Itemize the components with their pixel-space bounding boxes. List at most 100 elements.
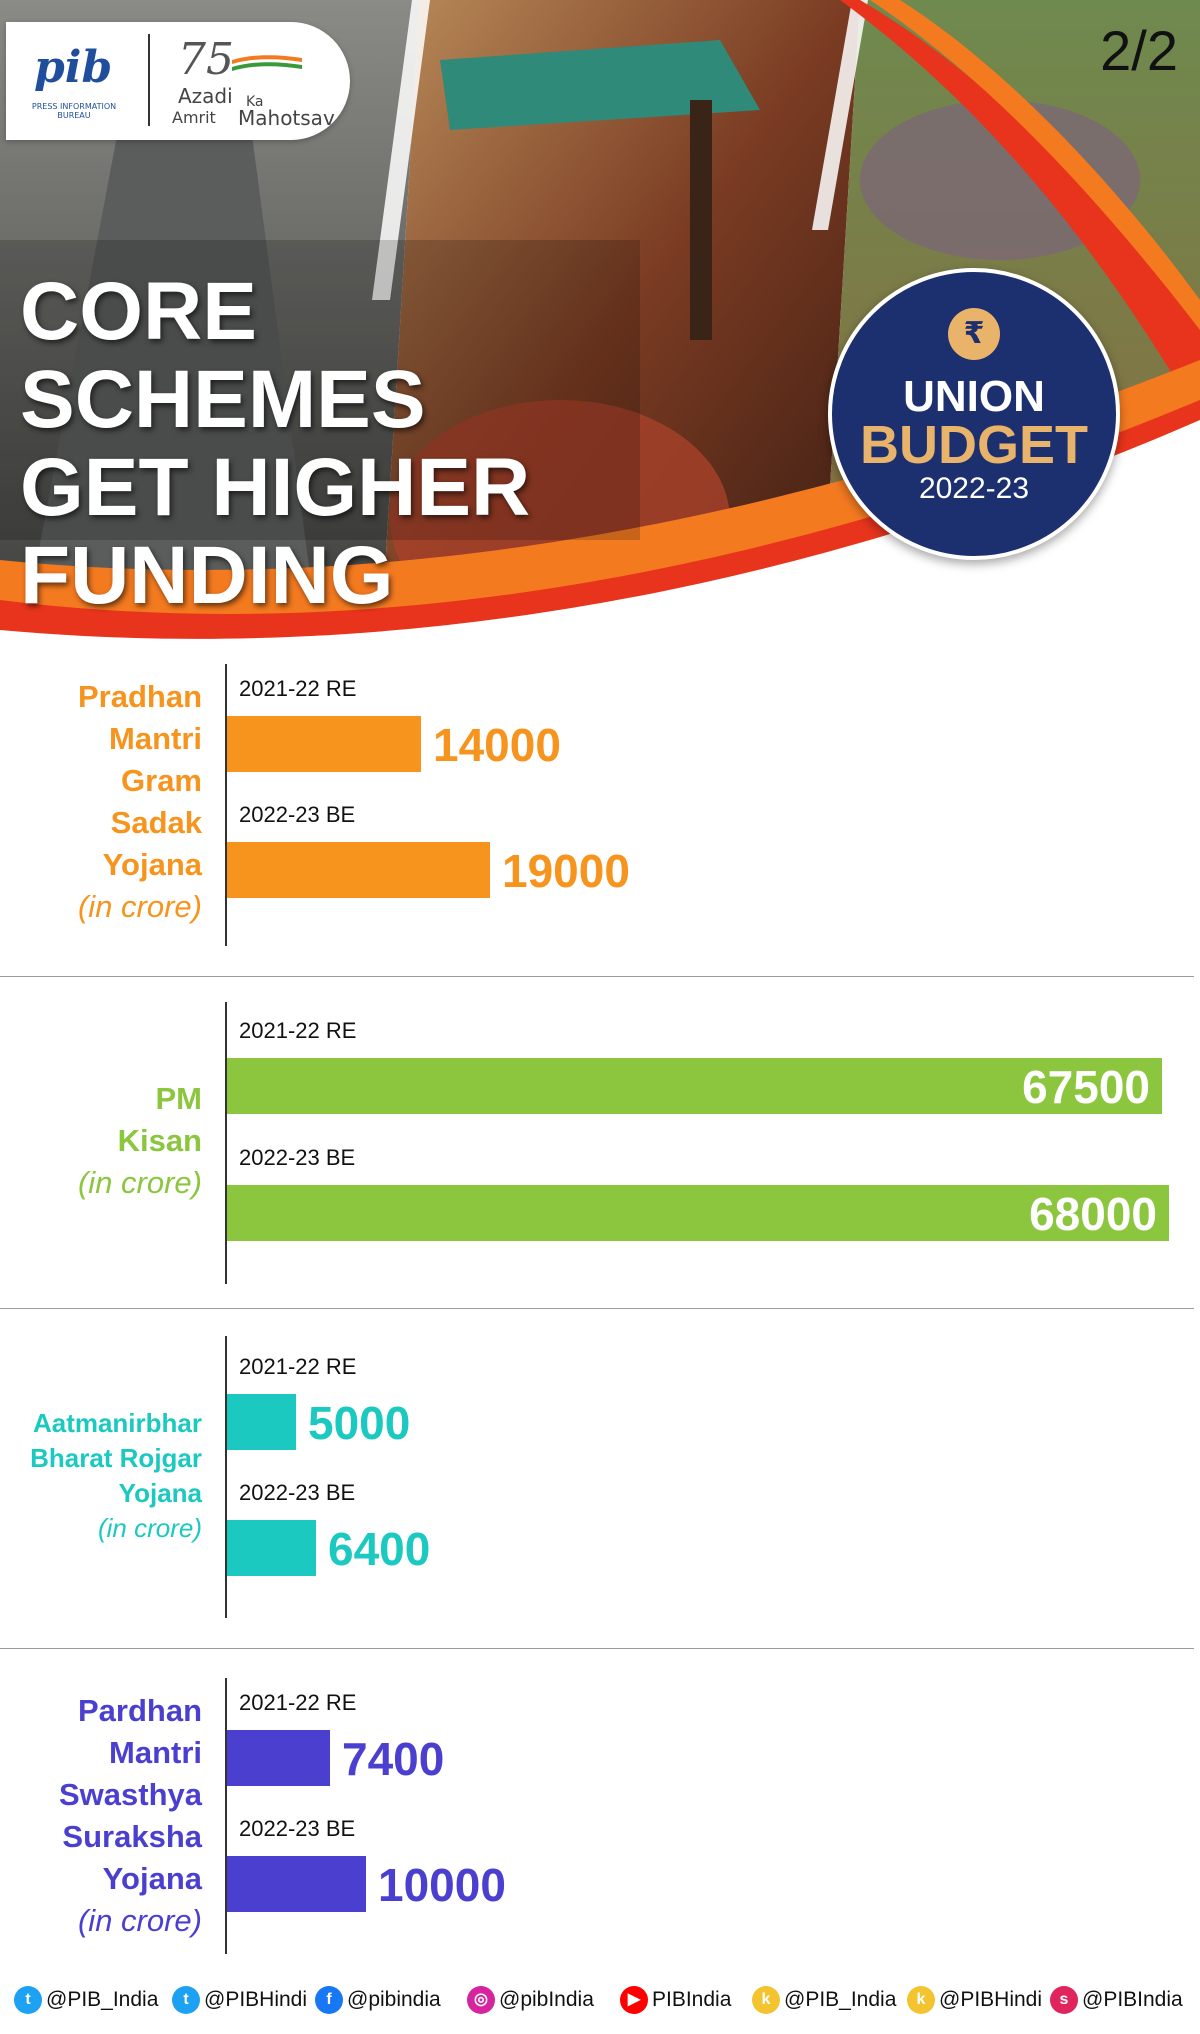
scheme-name-line: Swasthya <box>58 1777 202 1812</box>
scheme-name-line: Mantri <box>109 1735 202 1770</box>
scheme-label: PM Kisan (in crore) <box>0 1078 202 1204</box>
scheme-name-line: Mantri <box>109 721 202 756</box>
bar-group: 2021-22 RE 7400 <box>227 1690 1187 1818</box>
scheme-name-line: Bharat Rojgar <box>30 1443 202 1473</box>
akam-azadi-text: Azadi <box>178 84 233 108</box>
scheme-name-line: Pardhan <box>77 1693 202 1728</box>
bar-value-label: 67500 <box>1022 1061 1150 1113</box>
section-divider <box>0 976 1194 977</box>
scheme-label: Aatmanirbhar Bharat Rojgar Yojana (in cr… <box>0 1406 202 1546</box>
twitter-icon: t <box>172 1986 200 2015</box>
year-label: 2021-22 RE <box>239 676 357 701</box>
logo-divider <box>148 34 150 126</box>
year-label: 2021-22 RE <box>239 1018 357 1043</box>
bar <box>227 1520 316 1576</box>
social-link[interactable]: s @PIBIndia <box>1050 1984 1183 2016</box>
social-handle: @PIBHindi <box>939 1988 1043 2011</box>
bar-group: 2021-22 RE 67500 <box>227 1018 1187 1146</box>
scheme-unit: (in crore) <box>77 1903 202 1938</box>
scheme-name-line: Aatmanirbhar <box>32 1408 202 1438</box>
scheme-name-line: Suraksha <box>62 1819 202 1854</box>
header-banner: pib PRESS INFORMATION BUREAU 75 Azadi Ka… <box>0 0 1200 650</box>
scheme-label: Pradhan Mantri Gram Sadak Yojana (in cro… <box>0 676 202 928</box>
year-label: 2021-22 RE <box>239 1354 357 1379</box>
bar <box>227 716 421 772</box>
scheme-label: Pardhan Mantri Swasthya Suraksha Yojana … <box>0 1690 202 1942</box>
bar-value-label: 14000 <box>433 719 561 771</box>
bar-value-label: 6400 <box>328 1523 431 1575</box>
section-divider <box>0 1308 1194 1309</box>
bar-value-label: 7400 <box>342 1733 445 1785</box>
social-handle: @PIB_India <box>784 1988 897 2011</box>
year-label: 2021-22 RE <box>239 1690 357 1715</box>
sharechat-icon: s <box>1050 1986 1078 2015</box>
bar-group: 2022-23 BE 68000 <box>227 1145 1187 1273</box>
scheme-unit: (in crore) <box>77 1165 202 1200</box>
chart-axis <box>225 1678 227 1954</box>
social-handle: @pibIndia <box>499 1988 594 2011</box>
pib-logo-text: pib <box>34 42 113 93</box>
badge-year-text: 2022-23 <box>918 472 1030 505</box>
bar-group: 2021-22 RE 5000 <box>227 1354 1187 1482</box>
bar-value-label: 10000 <box>378 1859 506 1911</box>
union-budget-badge: ₹ UNION BUDGET 2022-23 <box>828 268 1120 560</box>
scheme-name-line: Sadak <box>110 805 202 840</box>
year-label: 2022-23 BE <box>239 1480 356 1505</box>
youtube-icon: ▶ <box>620 1986 648 2015</box>
pib-logo: pib PRESS INFORMATION BUREAU <box>20 32 128 130</box>
scheme-unit: (in crore) <box>77 889 202 924</box>
social-link[interactable]: k @PIBHindi <box>907 1984 1042 2016</box>
scheme-name-line: Yojana <box>102 1861 202 1896</box>
akam-amrit-text: Amrit <box>172 108 216 127</box>
scheme-name-line: Yojana <box>118 1478 202 1508</box>
rupee-icon: ₹ <box>948 308 1000 360</box>
logo-pill: pib PRESS INFORMATION BUREAU 75 Azadi Ka… <box>6 22 350 140</box>
social-link[interactable]: ▶ PIBIndia <box>620 1984 731 2016</box>
twitter-icon: t <box>14 1986 42 2015</box>
bar <box>227 1185 1169 1241</box>
pib-logo-subtext: PRESS INFORMATION BUREAU <box>31 102 117 120</box>
year-label: 2022-23 BE <box>239 1816 356 1841</box>
chart-axis <box>225 664 227 946</box>
social-link[interactable]: t @PIBHindi <box>172 1984 307 2016</box>
social-handle: @PIBHindi <box>204 1988 308 2011</box>
chart-section-abry: Aatmanirbhar Bharat Rojgar Yojana (in cr… <box>0 1336 1200 1648</box>
akam-75-text: 75 <box>178 34 234 85</box>
section-divider <box>0 1648 1194 1649</box>
chart-section-pmgsy: Pradhan Mantri Gram Sadak Yojana (in cro… <box>0 664 1200 976</box>
social-link[interactable]: f @pibindia <box>315 1984 441 2016</box>
badge-budget-text: BUDGET <box>860 415 1088 475</box>
bar-group: 2021-22 RE 14000 <box>227 676 1187 804</box>
social-link[interactable]: k @PIB_India <box>752 1984 896 2016</box>
koo-icon: k <box>907 1986 935 2015</box>
akam-mahotsav-text: Mahotsav <box>238 106 335 130</box>
social-handle: @pibindia <box>347 1988 441 2011</box>
scheme-name-line: Gram <box>121 763 202 798</box>
social-handle: @PIBIndia <box>1082 1988 1183 2011</box>
social-link[interactable]: t @PIB_India <box>14 1984 158 2016</box>
social-handle: PIBIndia <box>652 1988 732 2011</box>
flag-swoosh-icon <box>232 55 302 71</box>
title-line-1: CORE SCHEMES <box>20 266 426 445</box>
scheme-name-line: Kisan <box>117 1123 202 1158</box>
title-line-3: FUNDING <box>20 530 394 621</box>
year-label: 2022-23 BE <box>239 802 356 827</box>
scheme-name-line: Pradhan <box>77 679 202 714</box>
social-footer: t @PIB_India t @PIBHindi f @pibindia ◎ @pibI… <box>0 1976 1200 2026</box>
akam-ka-text: Ka <box>246 94 264 110</box>
scheme-name-line: Yojana <box>102 847 202 882</box>
bar-group: 2022-23 BE 10000 <box>227 1816 1187 1944</box>
bar <box>227 1856 366 1912</box>
year-label: 2022-23 BE <box>239 1145 356 1170</box>
social-link[interactable]: ◎ @pibIndia <box>467 1984 594 2016</box>
bar-group: 2022-23 BE 6400 <box>227 1480 1187 1608</box>
bar <box>227 1058 1162 1114</box>
bar <box>227 1394 296 1450</box>
bar-group: 2022-23 BE 19000 <box>227 802 1187 930</box>
bar-value-label: 5000 <box>308 1397 411 1449</box>
page-number: 2/2 <box>1100 19 1178 82</box>
bar-value-label: 19000 <box>502 845 630 897</box>
chart-axis <box>225 1336 227 1618</box>
facebook-icon: f <box>315 1986 343 2015</box>
page-title: CORE SCHEMES GET HIGHER FUNDING <box>20 268 660 620</box>
